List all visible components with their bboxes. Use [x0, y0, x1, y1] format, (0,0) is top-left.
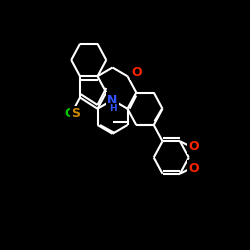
- Text: S: S: [71, 107, 80, 120]
- Text: O: O: [189, 162, 200, 174]
- Text: Cl: Cl: [64, 107, 78, 120]
- Text: O: O: [131, 66, 141, 79]
- Text: N: N: [107, 94, 118, 106]
- Text: O: O: [189, 140, 200, 153]
- Text: H: H: [109, 104, 116, 113]
